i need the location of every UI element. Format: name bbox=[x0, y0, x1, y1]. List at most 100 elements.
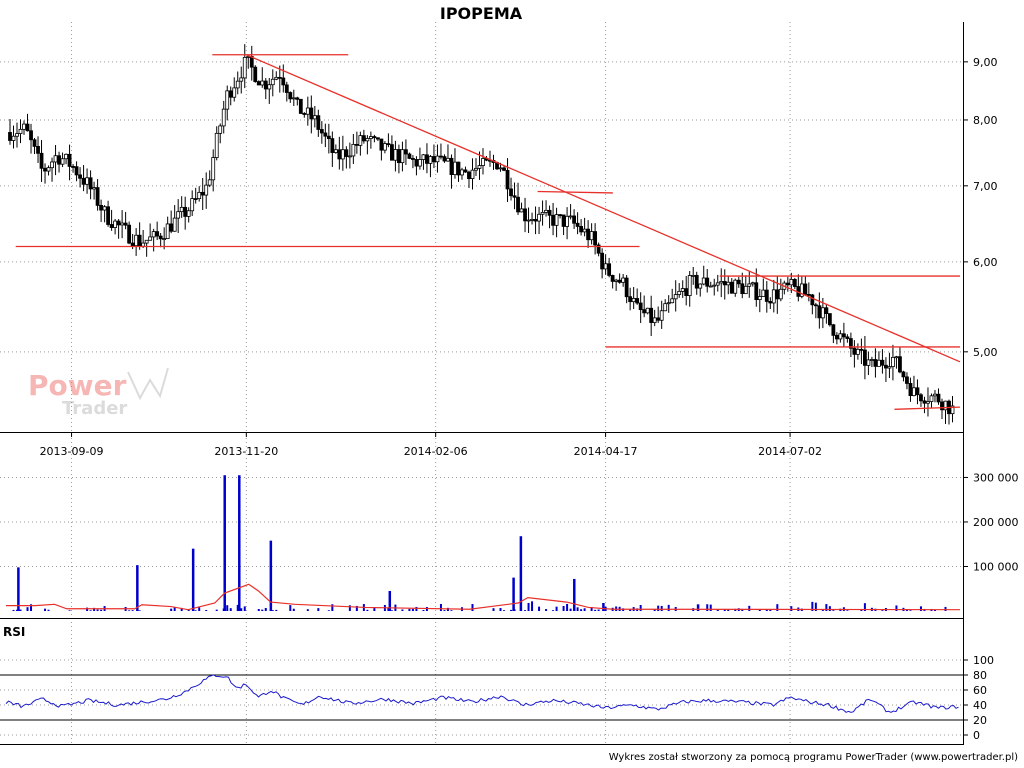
candle-body bbox=[666, 302, 671, 305]
candle-body bbox=[414, 159, 419, 167]
volume-bar bbox=[415, 606, 418, 611]
candle-body bbox=[36, 145, 40, 154]
trend-line bbox=[537, 190, 613, 194]
candle-body bbox=[439, 155, 443, 158]
candle-body bbox=[750, 282, 755, 285]
candle-body bbox=[505, 169, 510, 190]
candle-body bbox=[281, 77, 286, 86]
candle-body bbox=[891, 357, 895, 368]
volume-spike-bar bbox=[238, 475, 241, 611]
candle-body bbox=[337, 149, 342, 160]
candle-body bbox=[698, 283, 703, 289]
candle-body bbox=[926, 401, 930, 404]
candle-body bbox=[333, 149, 338, 153]
volume-bar bbox=[538, 606, 541, 611]
volume-bar bbox=[240, 608, 243, 611]
candle-body bbox=[596, 244, 601, 254]
date-tick-label: 2014-04-17 bbox=[574, 445, 638, 458]
candle-body bbox=[361, 135, 366, 142]
candle-body bbox=[397, 149, 401, 164]
chart-title: IPOPEMA bbox=[440, 4, 523, 23]
volume-spike-bar bbox=[573, 578, 576, 611]
volume-bar bbox=[180, 607, 183, 611]
volume-bar bbox=[821, 610, 824, 611]
candle-body bbox=[358, 135, 363, 146]
volume-bar bbox=[47, 609, 50, 611]
candle-body bbox=[418, 159, 422, 167]
candle-body bbox=[354, 143, 359, 146]
volume-bar bbox=[723, 609, 726, 611]
volume-spike-bar bbox=[519, 536, 523, 611]
candle-body bbox=[614, 279, 619, 282]
candle-body bbox=[442, 156, 447, 162]
candle-body bbox=[799, 283, 804, 297]
volume-bar bbox=[667, 604, 670, 611]
candle-body bbox=[810, 294, 815, 306]
price-tick-label: 8,00 bbox=[973, 114, 998, 127]
candle-body bbox=[691, 274, 696, 277]
volume-bar bbox=[173, 607, 176, 611]
volume-bar bbox=[639, 605, 642, 611]
candle-body bbox=[228, 90, 233, 98]
candle-body bbox=[628, 296, 633, 303]
candle-body bbox=[225, 90, 230, 110]
volume-spike-bar bbox=[136, 565, 139, 611]
volume-bar bbox=[292, 608, 295, 611]
volume-bar bbox=[576, 607, 579, 611]
candle-body bbox=[859, 348, 864, 351]
price-tick-label: 7,00 bbox=[973, 180, 998, 193]
candle-body bbox=[523, 208, 527, 222]
candle-body bbox=[88, 177, 93, 190]
candle-body bbox=[701, 277, 706, 285]
volume-bar bbox=[566, 603, 569, 611]
candle-body bbox=[586, 228, 591, 241]
volume-bar bbox=[748, 605, 751, 611]
candle-body bbox=[425, 154, 429, 164]
candle-body bbox=[603, 263, 608, 270]
volume-bar bbox=[524, 610, 527, 611]
volume-spike-bar bbox=[191, 548, 195, 611]
candle-body bbox=[106, 206, 111, 225]
candle-body bbox=[855, 348, 860, 355]
candle-body bbox=[467, 171, 471, 179]
candle-body bbox=[919, 394, 923, 402]
candle-body bbox=[8, 132, 12, 141]
candle-body bbox=[302, 113, 307, 115]
candle-body bbox=[729, 281, 734, 294]
candle-body bbox=[165, 223, 170, 239]
candle-body bbox=[551, 214, 555, 226]
volume-bar bbox=[727, 609, 730, 611]
candle-body bbox=[600, 252, 605, 270]
volume-bar bbox=[594, 609, 597, 611]
volume-ma-line bbox=[6, 583, 961, 611]
volume-bar bbox=[317, 608, 320, 611]
volume-bar bbox=[653, 609, 656, 611]
candle-body bbox=[134, 234, 139, 247]
candle-body bbox=[456, 161, 461, 176]
candle-body bbox=[726, 281, 731, 286]
candle-body bbox=[498, 167, 503, 170]
candle-body bbox=[284, 84, 289, 93]
candle-body bbox=[453, 161, 457, 176]
candle-body bbox=[375, 137, 380, 140]
candle-body bbox=[432, 156, 436, 163]
volume-bar bbox=[89, 610, 92, 611]
date-tick-label: 2013-11-20 bbox=[214, 445, 278, 458]
candle-body bbox=[64, 153, 68, 160]
candle-body bbox=[312, 115, 317, 120]
candle-body bbox=[449, 157, 454, 176]
candle-body bbox=[179, 206, 184, 213]
candle-body bbox=[211, 157, 216, 181]
candle-body bbox=[743, 285, 748, 295]
candle-body bbox=[144, 239, 149, 244]
price-tick-label: 5,00 bbox=[973, 346, 998, 359]
candle-body bbox=[761, 289, 766, 297]
candle-body bbox=[260, 80, 265, 86]
candle-body bbox=[274, 76, 279, 80]
candle-body bbox=[565, 215, 569, 227]
candle-body bbox=[624, 277, 629, 298]
volume-bar bbox=[814, 602, 817, 611]
volume-bar bbox=[387, 607, 390, 611]
rsi-panel-label: RSI bbox=[3, 625, 25, 639]
